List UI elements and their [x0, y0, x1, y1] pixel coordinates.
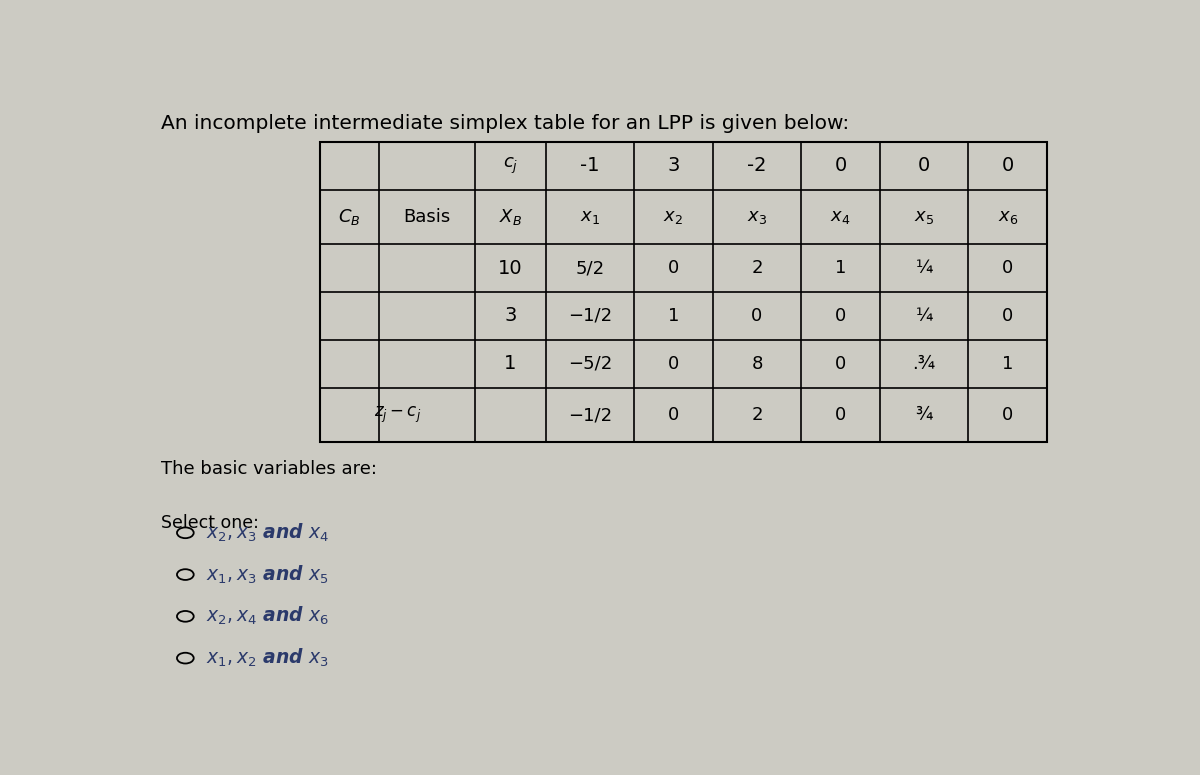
Text: 5/2: 5/2 [575, 259, 605, 277]
Text: 8: 8 [751, 355, 763, 373]
Text: 3: 3 [504, 306, 516, 326]
Text: 0: 0 [1002, 259, 1013, 277]
Text: ¾: ¾ [916, 406, 932, 424]
Text: 1: 1 [504, 354, 516, 374]
Text: 10: 10 [498, 259, 523, 277]
Text: .¾: .¾ [912, 355, 936, 373]
Text: 1: 1 [835, 259, 846, 277]
Text: $c_j$: $c_j$ [503, 156, 518, 176]
Text: $C_B$: $C_B$ [338, 207, 361, 227]
Text: Select one:: Select one: [161, 514, 259, 532]
Text: ¼: ¼ [916, 259, 932, 277]
Text: 1: 1 [667, 307, 679, 325]
Text: 0: 0 [667, 355, 679, 373]
Text: The basic variables are:: The basic variables are: [161, 460, 377, 478]
Text: 3: 3 [667, 157, 679, 175]
Text: 0: 0 [918, 157, 930, 175]
Text: 0: 0 [834, 157, 847, 175]
Text: $x_5$: $x_5$ [914, 208, 934, 226]
Text: $z_j-c_j$: $z_j-c_j$ [374, 405, 421, 425]
Text: 2: 2 [751, 406, 763, 424]
Text: ¼: ¼ [916, 307, 932, 325]
Text: 0: 0 [667, 259, 679, 277]
Text: 0: 0 [751, 307, 762, 325]
Text: $\mathit{x}_1,\mathit{x}_2$ and $\mathit{x}_3$: $\mathit{x}_1,\mathit{x}_2$ and $\mathit… [206, 647, 329, 670]
Text: $X_B$: $X_B$ [499, 207, 522, 227]
Text: 0: 0 [835, 406, 846, 424]
Text: $x_6$: $x_6$ [997, 208, 1018, 226]
Text: $\mathit{x}_2,\mathit{x}_4$ and $\mathit{x}_6$: $\mathit{x}_2,\mathit{x}_4$ and $\mathit… [206, 605, 329, 628]
Text: 0: 0 [1002, 307, 1013, 325]
Text: $x_1$: $x_1$ [580, 208, 600, 226]
Text: −1/2: −1/2 [568, 307, 612, 325]
Text: −1/2: −1/2 [568, 406, 612, 424]
Text: 0: 0 [1002, 406, 1013, 424]
Text: −5/2: −5/2 [568, 355, 612, 373]
Text: -1: -1 [580, 157, 600, 175]
Text: 2: 2 [751, 259, 763, 277]
Text: $x_2$: $x_2$ [664, 208, 683, 226]
Text: Basis: Basis [403, 208, 450, 226]
Text: $\mathit{x}_1,\mathit{x}_3$ and $\mathit{x}_5$: $\mathit{x}_1,\mathit{x}_3$ and $\mathit… [206, 563, 329, 586]
Text: 0: 0 [1002, 157, 1014, 175]
Text: 1: 1 [1002, 355, 1014, 373]
Text: $\mathit{x}_2,\mathit{x}_3$ and $\mathit{x}_4$: $\mathit{x}_2,\mathit{x}_3$ and $\mathit… [206, 522, 329, 544]
Text: $x_4$: $x_4$ [830, 208, 851, 226]
Text: An incomplete intermediate simplex table for an LPP is given below:: An incomplete intermediate simplex table… [161, 114, 850, 133]
Text: 0: 0 [835, 355, 846, 373]
Text: 0: 0 [835, 307, 846, 325]
Text: -2: -2 [748, 157, 767, 175]
Text: 0: 0 [667, 406, 679, 424]
Text: $x_3$: $x_3$ [746, 208, 767, 226]
